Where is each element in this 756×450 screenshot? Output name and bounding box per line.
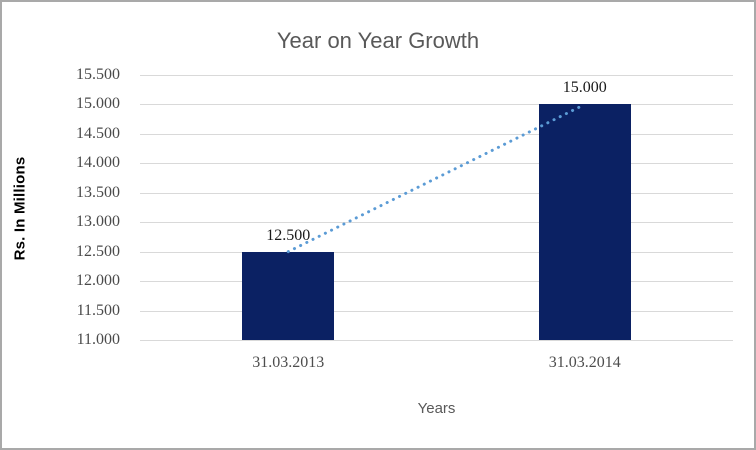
y-tick-label: 11.500 <box>76 301 120 319</box>
y-tick-label: 13.000 <box>76 213 120 231</box>
trendline <box>286 102 587 254</box>
gridline <box>140 75 733 76</box>
y-tick-label: 15.000 <box>76 95 120 113</box>
y-tick-label: 14.500 <box>76 124 120 142</box>
gridline <box>140 163 733 165</box>
gridline <box>140 133 733 135</box>
gridline <box>140 310 733 312</box>
gridline <box>140 340 733 341</box>
x-category-label: 31.03.2014 <box>548 354 621 371</box>
y-tick-label: 14.000 <box>76 154 120 172</box>
y-tick-label: 11.000 <box>76 331 120 348</box>
bar-data-label: 12.500 <box>266 226 311 244</box>
gridline <box>140 222 733 224</box>
y-tick-label: 13.500 <box>76 183 120 201</box>
y-axis-title: Rs. In Millions <box>11 156 29 261</box>
bar <box>242 251 335 340</box>
x-category-label: 31.03.2013 <box>252 354 325 371</box>
bar-data-label: 15.000 <box>562 79 607 97</box>
bar <box>538 104 631 340</box>
gridline <box>140 251 733 253</box>
y-tick-label: 15.500 <box>76 66 120 83</box>
gridline <box>140 192 733 194</box>
gridline <box>140 281 733 283</box>
x-axis-title: Years <box>417 400 456 417</box>
chart-title: Year on Year Growth <box>276 28 480 53</box>
y-tick-label: 12.000 <box>76 272 120 290</box>
plot-area: 11.000 11.500 12.000 12.500 13.000 13.500 14.0… <box>76 67 733 371</box>
gridline <box>140 104 733 106</box>
y-tick-label: 12.500 <box>76 242 120 260</box>
